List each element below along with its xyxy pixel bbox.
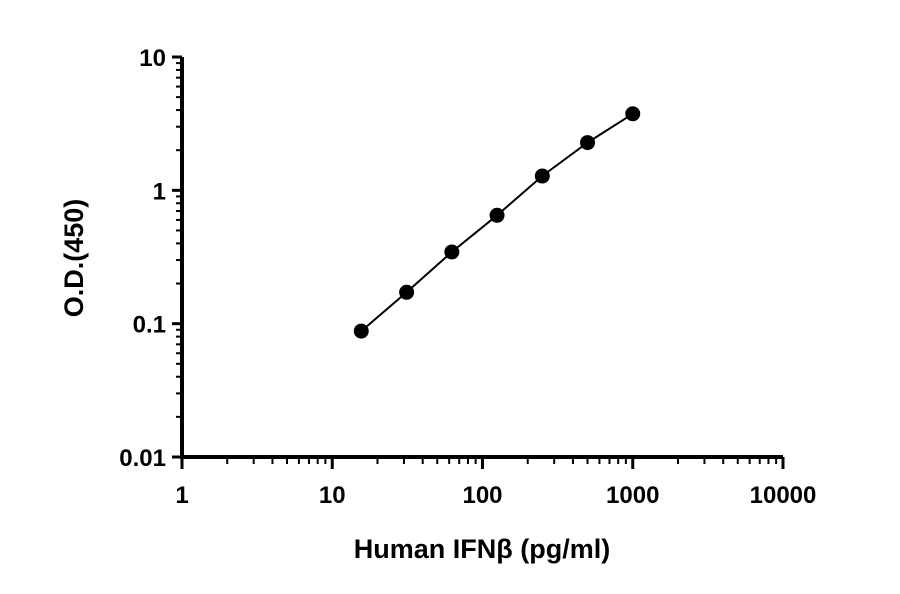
x-tick-label: 10000 <box>750 482 817 509</box>
data-point <box>625 106 641 122</box>
y-axis-title: O.D.(450) <box>59 199 89 318</box>
x-axis: 1 10 100 1000 10000 <box>175 455 817 509</box>
data-point <box>489 207 505 223</box>
x-tick-label: 1 <box>175 482 188 509</box>
y-tick-label: 1 <box>153 178 166 205</box>
data-point <box>444 244 460 260</box>
x-tick-label: 1000 <box>606 482 659 509</box>
data-point <box>534 168 550 184</box>
data-point <box>580 135 596 151</box>
x-axis-title: Human IFNβ (pg/ml) <box>354 534 610 564</box>
data-point <box>399 284 415 300</box>
x-tick-label: 100 <box>462 482 502 509</box>
y-tick-label: 10 <box>139 45 166 72</box>
y-tick-label: 0.01 <box>119 445 166 472</box>
y-tick-label: 0.1 <box>133 312 166 339</box>
plot-area <box>353 106 641 339</box>
data-point <box>353 323 369 339</box>
y-axis: 0.01 0.1 1 10 <box>119 45 184 472</box>
x-tick-label: 10 <box>319 482 346 509</box>
